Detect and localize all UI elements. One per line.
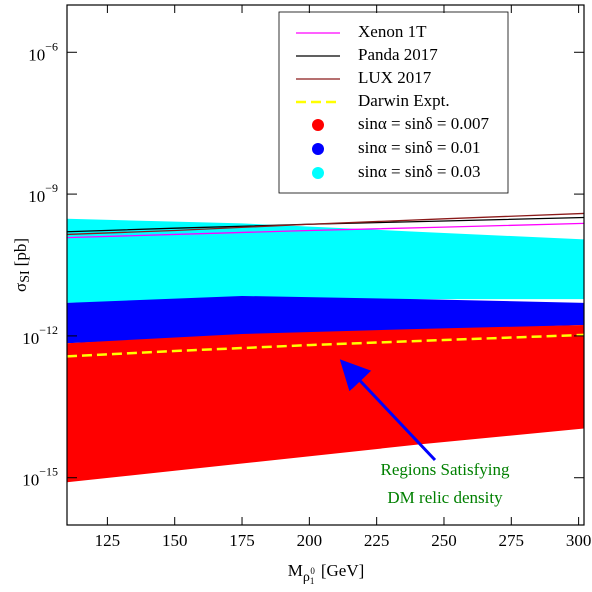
y-tick-label: 10−12 — [22, 323, 58, 348]
legend-dot — [312, 167, 324, 179]
legend-label: sinα = sinδ = 0.01 — [358, 138, 481, 157]
y-tick-base: 10 — [28, 187, 45, 206]
region — [67, 325, 584, 483]
annotation: DM relic density — [387, 488, 503, 507]
y-tick-base: 10 — [22, 329, 39, 348]
y-tick-label: 10−9 — [28, 181, 58, 206]
x-tick-label: 200 — [297, 531, 323, 550]
legend-label: Xenon 1T — [358, 22, 427, 41]
y-label-sub: SI — [18, 270, 33, 283]
plot-frame — [66, 4, 585, 526]
legend-dot — [312, 119, 324, 131]
x-tick-label: 250 — [431, 531, 457, 550]
x-label-sup: 0 — [310, 566, 315, 576]
y-tick-exponent: −12 — [39, 323, 58, 337]
x-tick-label: 150 — [162, 531, 188, 550]
y-tick-label: 10−15 — [22, 464, 58, 489]
x-label-subsub: 1 — [310, 576, 315, 586]
legend-dot — [312, 143, 324, 155]
annotation: Regions Satisfying — [381, 460, 510, 479]
x-tick-label: 225 — [364, 531, 390, 550]
legend-label: sinα = sinδ = 0.03 — [358, 162, 481, 181]
y-tick-exponent: −15 — [39, 464, 58, 478]
y-tick-base: 10 — [28, 45, 45, 64]
region — [67, 218, 584, 303]
y-label-unit: [pb] — [11, 238, 30, 266]
legend-label: LUX 2017 — [358, 68, 432, 87]
y-label-main: σ — [11, 283, 30, 292]
x-label-main: M — [288, 561, 303, 580]
legend-label: Darwin Expt. — [358, 91, 450, 110]
limit-line — [66, 222, 585, 239]
x-tick-label: 300 — [566, 531, 592, 550]
limit-line — [66, 333, 585, 358]
legend-label: Panda 2017 — [358, 45, 438, 64]
limit-line — [66, 212, 585, 236]
y-tick-exponent: −9 — [45, 181, 58, 195]
arrow — [339, 359, 437, 462]
y-tick-exponent: −6 — [45, 39, 58, 53]
x-tick-label: 175 — [229, 531, 255, 550]
x-label-unit: [GeV] — [321, 561, 364, 580]
x-label-sub: ρ — [303, 570, 310, 585]
x-tick-label: 125 — [95, 531, 121, 550]
x-axis-label: Mρ10 [GeV] — [288, 561, 365, 586]
y-tick-label: 10−6 — [28, 39, 58, 64]
y-tick-base: 10 — [22, 471, 39, 490]
legend-label: sinα = sinδ = 0.007 — [358, 114, 490, 133]
x-tick-label: 275 — [499, 531, 525, 550]
region — [67, 295, 584, 344]
y-axis-label: σSI [pb] — [11, 238, 33, 292]
